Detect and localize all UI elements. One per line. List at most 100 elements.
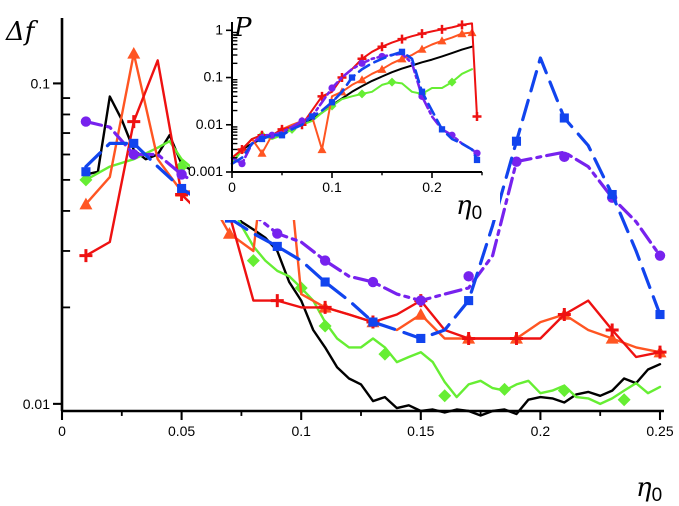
main-marker-blue-squares — [511, 136, 522, 146]
inset-marker-green-diamonds — [387, 77, 397, 87]
inset-y-tick-label: 0.1 — [204, 69, 224, 85]
inset-marker-orange-triangles — [397, 54, 407, 63]
inset-marker-green-diamonds — [447, 77, 457, 87]
inset-x-axis-title-eta: η — [456, 191, 472, 221]
inset-marker-blue-squares — [418, 88, 426, 95]
inset-y-tick-label: 0.001 — [188, 163, 223, 179]
inset-marker-blue-squares — [258, 135, 266, 143]
main-marker-orange-triangles — [79, 197, 93, 210]
main-x-axis-title: η0 — [636, 473, 662, 506]
main-marker-red-plus — [79, 249, 93, 263]
inset-background — [190, 15, 500, 220]
inset-x-axis-title-sub: 0 — [472, 203, 483, 224]
main-marker-blue-squares — [655, 309, 665, 320]
inset-y-tick-label: 1 — [215, 22, 223, 38]
main-marker-orange-triangles — [127, 46, 141, 59]
main-marker-green-diamonds — [557, 384, 571, 398]
main-x-axis-title-sub: 0 — [652, 485, 663, 506]
main-plot-axes: 0 0.05 0.1 0.15 0.2 0.25 0.01 0.1 — [23, 18, 674, 439]
inset-marker-red-plus — [397, 34, 407, 44]
inset-marker-orange-triangles — [377, 64, 387, 73]
main-marker-purple-circles — [176, 169, 187, 180]
main-marker-red-plus — [557, 308, 571, 322]
inset-marker-blue-squares — [398, 48, 406, 55]
main-x-tick-label: 0.1 — [291, 423, 311, 439]
main-x-tick-label: 0.05 — [168, 423, 195, 439]
inset-plot-series — [230, 20, 482, 168]
inset-series-blue-squares — [230, 48, 481, 165]
inset-line-green-diamonds — [231, 68, 473, 165]
inset-marker-orange-triangles — [317, 144, 327, 154]
inset-marker-orange-triangles — [257, 148, 267, 157]
inset-marker-purple-circles — [328, 84, 336, 92]
inset-marker-red-plus — [237, 144, 247, 154]
main-marker-purple-circles — [319, 255, 331, 266]
main-marker-orange-triangles — [605, 331, 619, 344]
main-marker-red-plus — [509, 331, 523, 345]
main-y-tick-label: 0.1 — [31, 75, 51, 91]
main-marker-blue-squares — [416, 333, 426, 344]
inset-y-tick-label: 0.01 — [196, 116, 223, 132]
main-y-axis-title: Δf — [5, 17, 39, 47]
inset-marker-purple-circles — [358, 59, 366, 67]
inset-x-axis-title: η0 — [456, 191, 482, 224]
main-marker-orange-triangles — [222, 227, 236, 239]
main-marker-red-plus — [270, 294, 284, 308]
main-y-tick-label: 0.01 — [23, 396, 50, 412]
main-marker-purple-circles — [463, 271, 474, 282]
main-marker-purple-circles — [654, 250, 666, 261]
main-marker-blue-squares — [129, 138, 139, 148]
main-x-tick-label: 0.2 — [531, 423, 551, 439]
inset-marker-green-diamonds — [357, 89, 367, 99]
main-marker-green-diamonds — [438, 389, 452, 403]
main-marker-purple-circles — [415, 295, 426, 306]
main-marker-purple-circles — [80, 116, 92, 127]
main-marker-green-diamonds — [79, 173, 93, 187]
main-marker-blue-squares — [464, 296, 474, 306]
main-marker-red-plus — [462, 331, 476, 345]
inset-marker-blue-squares — [278, 132, 286, 139]
main-marker-blue-squares — [607, 189, 617, 200]
main-marker-purple-circles — [511, 156, 522, 167]
inset-x-tick-label: 0.1 — [322, 179, 342, 195]
main-marker-red-plus — [653, 345, 667, 359]
inset-marker-orange-triangles — [417, 44, 427, 53]
inset-line-blue-squares — [230, 50, 479, 165]
main-marker-blue-squares — [559, 113, 569, 123]
inset-marker-red-plus — [472, 111, 482, 121]
main-marker-green-diamonds — [246, 254, 260, 268]
main-marker-green-diamonds — [617, 393, 631, 407]
inset-marker-blue-squares — [348, 74, 356, 81]
main-marker-green-diamonds — [318, 319, 332, 333]
inset-marker-orange-triangles — [357, 75, 367, 84]
inset-marker-purple-circles — [238, 160, 246, 168]
inset-marker-red-plus — [457, 20, 467, 30]
main-x-axis-title-eta: η — [636, 473, 652, 503]
inset-plot-axes: 0 0.1 0.2 0.001 0.01 0.1 1 — [188, 22, 483, 195]
main-marker-green-diamonds — [498, 382, 512, 396]
inset-x-tick-label: 0 — [228, 179, 236, 195]
inset-marker-blue-squares — [328, 99, 336, 106]
inset-marker-red-plus — [417, 29, 427, 39]
main-marker-orange-triangles — [414, 308, 428, 320]
main-marker-blue-squares — [81, 167, 91, 177]
main-marker-purple-circles — [367, 276, 379, 288]
inset-x-tick-label: 0.2 — [422, 179, 442, 195]
main-marker-purple-circles — [272, 228, 283, 239]
inset-marker-red-plus — [377, 42, 387, 52]
main-marker-red-plus — [127, 115, 141, 129]
main-marker-red-plus — [318, 300, 332, 314]
inset-marker-blue-squares — [473, 156, 481, 164]
main-marker-purple-circles — [559, 151, 570, 163]
main-x-tick-label: 0 — [58, 423, 66, 439]
main-marker-green-diamonds — [378, 347, 392, 361]
main-marker-blue-squares — [272, 241, 282, 251]
inset-marker-orange-triangles — [457, 29, 467, 38]
main-marker-red-plus — [605, 323, 619, 337]
inset-marker-purple-circles — [298, 117, 306, 125]
inset-marker-blue-squares — [438, 126, 446, 133]
inset-marker-blue-squares — [308, 113, 316, 120]
main-marker-blue-squares — [368, 317, 378, 327]
main-marker-blue-squares — [177, 183, 187, 194]
